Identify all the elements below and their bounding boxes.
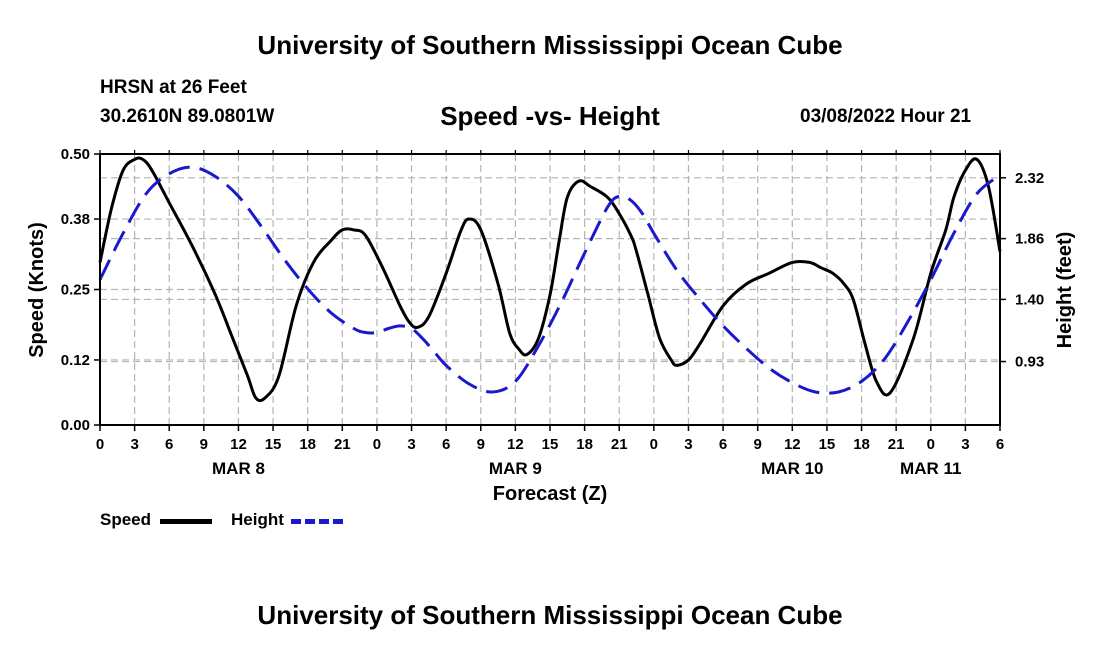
height-series-line [98,165,1001,395]
x-tick-label: 0 [650,436,658,453]
x-tick-label: 21 [888,436,905,453]
x-tick-label: 0 [927,436,935,453]
x-tick-label: 3 [130,436,138,453]
x-tick-label: 15 [542,436,559,453]
y-axis-left-label: Speed (Knots) [26,222,48,358]
x-tick-label: 15 [265,436,282,453]
x-axis-label: Forecast (Z) [493,483,607,505]
x-tick-label: 6 [442,436,450,453]
y-left-tick-label: 0.25 [61,282,90,299]
x-tick-label: 9 [200,436,208,453]
chart-subtitle: Speed -vs- Height [440,101,660,131]
y-right-tick-label: 1.40 [1015,291,1044,308]
axes-layer: 0 3 6 9 12 15 18 21 0 3 6 9 12 15 18 21 0 3 6 9 12 15 18 21 0 3 6 M… [61,146,1044,478]
series-layer [98,156,1002,403]
speed-series-line [98,156,1002,403]
y-left-tick-label: 0.38 [61,211,90,228]
x-tick-label: 18 [299,436,316,453]
legend-height-swatch [291,519,343,524]
x-tick-label: 0 [373,436,381,453]
x-tick-label: 9 [477,436,485,453]
x-tick-label: 3 [684,436,692,453]
x-tick-label: 9 [754,436,762,453]
x-tick-label: 12 [230,436,247,453]
station-label: HRSN at 26 Feet [100,77,247,98]
x-tick-label: 12 [507,436,524,453]
x-tick-label: 3 [961,436,969,453]
y-axis-right-label: Height (feet) [1054,232,1076,349]
y-right-tick-label: 2.32 [1015,170,1044,187]
x-tick-label: 6 [996,436,1004,453]
y-left-tick-label: 0.50 [61,146,90,163]
chart-title: University of Southern Mississippi Ocean… [257,30,843,60]
legend-height-label: Height [231,510,284,529]
y-left-tick-label: 0.12 [61,352,90,369]
coordinates-label: 30.2610N 89.0801W [100,106,275,127]
x-tick-label: 18 [576,436,593,453]
x-tick-label: 15 [819,436,836,453]
legend-speed-label: Speed [100,510,152,529]
x-tick-label: 0 [96,436,104,453]
x-tick-label: 21 [334,436,351,453]
x-tick-label: 3 [407,436,415,453]
x-tick-label: 6 [719,436,727,453]
x-date-label: MAR 8 [212,459,265,478]
y-right-tick-label: 0.93 [1015,354,1044,371]
x-date-label: MAR 9 [489,459,542,478]
x-tick-label: 12 [784,436,801,453]
footer-title: University of Southern Mississippi Ocean… [257,600,843,630]
y-left-tick-label: 0.00 [61,417,90,434]
x-date-label: MAR 11 [900,459,961,478]
x-tick-label: 21 [611,436,628,453]
x-tick-label: 6 [165,436,173,453]
y-right-tick-label: 1.86 [1015,231,1044,248]
x-date-label: MAR 10 [761,459,823,478]
legend-speed-swatch [160,519,212,524]
datetime-label: 03/08/2022 Hour 21 [800,106,972,127]
x-tick-label: 18 [853,436,870,453]
